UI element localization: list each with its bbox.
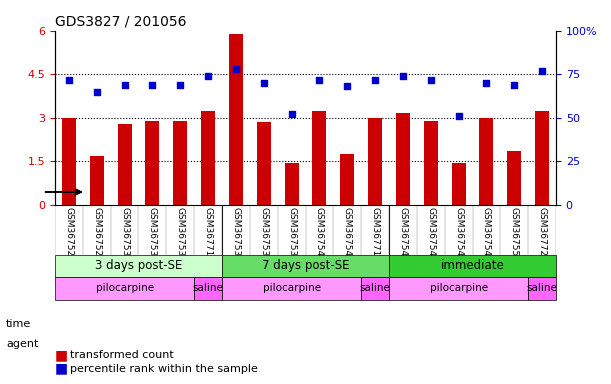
Text: transformed count: transformed count: [70, 350, 174, 360]
Bar: [396, 114, 410, 205]
Text: ■: ■: [55, 362, 68, 376]
Point: [426, 76, 436, 83]
Text: GSM367541: GSM367541: [343, 207, 352, 262]
FancyBboxPatch shape: [389, 277, 528, 300]
Bar: [285, 163, 299, 205]
Bar: [368, 118, 382, 205]
Text: pilocarpine: pilocarpine: [263, 283, 321, 293]
FancyBboxPatch shape: [222, 255, 389, 277]
Bar: [90, 156, 104, 205]
Bar: [174, 121, 187, 205]
Point: [315, 76, 324, 83]
Text: GSM367538: GSM367538: [259, 207, 268, 262]
Text: GSM367546: GSM367546: [426, 207, 435, 262]
FancyBboxPatch shape: [194, 277, 222, 300]
FancyBboxPatch shape: [389, 255, 556, 277]
Text: pilocarpine: pilocarpine: [95, 283, 153, 293]
Text: GSM367531: GSM367531: [120, 207, 129, 262]
Point: [175, 82, 185, 88]
Text: saline: saline: [192, 283, 224, 293]
Text: GSM367532: GSM367532: [148, 207, 157, 262]
Text: GSM367539: GSM367539: [287, 207, 296, 262]
Text: GSM367534: GSM367534: [176, 207, 185, 262]
Bar: [229, 34, 243, 205]
Text: 3 days post-SE: 3 days post-SE: [95, 260, 182, 272]
FancyBboxPatch shape: [55, 255, 222, 277]
Text: GSM367551: GSM367551: [510, 207, 519, 262]
Point: [510, 82, 519, 88]
FancyBboxPatch shape: [222, 277, 361, 300]
Text: GSM367528: GSM367528: [92, 207, 101, 262]
Bar: [257, 122, 271, 205]
Text: GSM367549: GSM367549: [482, 207, 491, 262]
Text: ■: ■: [55, 348, 68, 362]
Point: [203, 73, 213, 79]
Text: saline: saline: [527, 283, 557, 293]
Text: immediate: immediate: [441, 260, 505, 272]
Point: [259, 80, 269, 86]
FancyBboxPatch shape: [361, 277, 389, 300]
Point: [92, 89, 101, 95]
Text: percentile rank within the sample: percentile rank within the sample: [70, 364, 258, 374]
Text: 7 days post-SE: 7 days post-SE: [262, 260, 349, 272]
FancyBboxPatch shape: [55, 277, 194, 300]
Text: GSM367719: GSM367719: [371, 207, 379, 262]
Bar: [480, 118, 494, 205]
Point: [481, 80, 491, 86]
Text: GSM367527: GSM367527: [64, 207, 73, 262]
Point: [342, 83, 352, 89]
Bar: [535, 111, 549, 205]
Text: GSM367540: GSM367540: [315, 207, 324, 262]
Point: [537, 68, 547, 74]
Bar: [424, 121, 437, 205]
Bar: [117, 124, 131, 205]
Bar: [452, 163, 466, 205]
Text: GSM367718: GSM367718: [203, 207, 213, 262]
Text: agent: agent: [6, 339, 38, 349]
Text: time: time: [6, 319, 31, 329]
Text: GSM367721: GSM367721: [538, 207, 547, 262]
FancyBboxPatch shape: [528, 277, 556, 300]
Text: saline: saline: [360, 283, 390, 293]
Text: GDS3827 / 201056: GDS3827 / 201056: [55, 14, 186, 28]
Bar: [145, 121, 159, 205]
Bar: [201, 111, 215, 205]
Point: [370, 76, 380, 83]
Point: [398, 73, 408, 79]
Bar: [507, 151, 521, 205]
Text: pilocarpine: pilocarpine: [430, 283, 488, 293]
Bar: [340, 154, 354, 205]
Text: GSM367536: GSM367536: [232, 207, 240, 262]
Bar: [62, 118, 76, 205]
Point: [231, 66, 241, 72]
Bar: [312, 111, 326, 205]
Point: [120, 82, 130, 88]
Text: GSM367548: GSM367548: [454, 207, 463, 262]
Point: [147, 82, 157, 88]
Text: GSM367545: GSM367545: [398, 207, 408, 262]
Point: [454, 113, 464, 119]
Point: [287, 111, 296, 118]
Point: [64, 76, 74, 83]
